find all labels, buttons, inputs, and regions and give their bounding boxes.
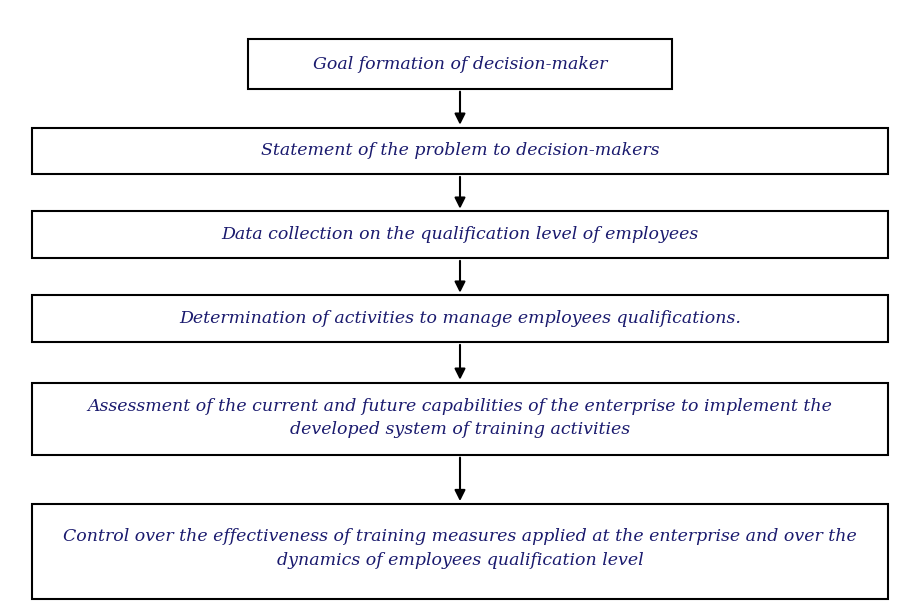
Text: Determination of activities to manage employees qualifications.: Determination of activities to manage em…: [179, 310, 740, 327]
Bar: [32, 211, 887, 258]
Text: Data collection on the qualification level of employees: Data collection on the qualification lev…: [221, 226, 698, 243]
Text: Assessment of the current and future capabilities of the enterprise to implement: Assessment of the current and future cap…: [87, 398, 832, 438]
Bar: [248, 39, 671, 89]
Text: Goal formation of decision-maker: Goal formation of decision-maker: [312, 56, 607, 73]
Bar: [32, 128, 887, 174]
Bar: [32, 295, 887, 342]
Bar: [32, 504, 887, 599]
Text: Control over the effectiveness of training measures applied at the enterprise an: Control over the effectiveness of traini…: [63, 528, 856, 569]
Text: Statement of the problem to decision-makers: Statement of the problem to decision-mak…: [260, 142, 659, 159]
Bar: [32, 383, 887, 455]
